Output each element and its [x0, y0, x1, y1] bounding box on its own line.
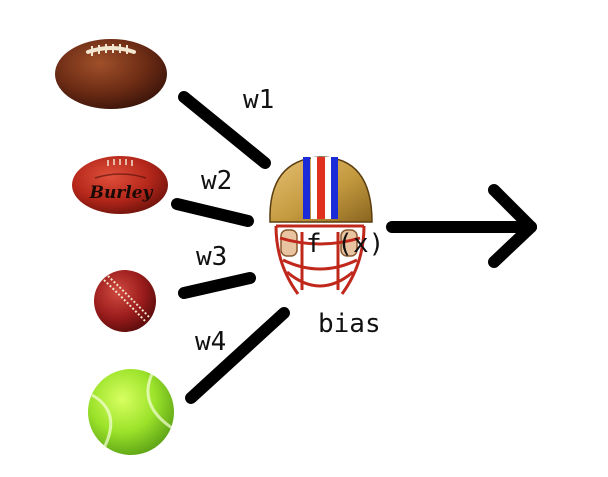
- weight-line-w4: [185, 307, 290, 404]
- aussie-ball-brand-text: Burley: [89, 183, 154, 203]
- aussie-rules-football-icon: Burley: [72, 156, 168, 214]
- arrow-right-icon: [386, 184, 537, 268]
- neuron-function-label: f (x): [306, 229, 384, 259]
- cricket-ball-icon: [94, 270, 156, 332]
- weight-label-w2: w2: [201, 166, 232, 196]
- weight-line-w3: [178, 272, 256, 299]
- weight-line-w2: [171, 198, 254, 227]
- weight-label-w3: w3: [196, 242, 227, 272]
- weight-label-w4: w4: [195, 327, 226, 357]
- american-football-icon: [55, 39, 167, 109]
- football-helmet-icon: [269, 156, 373, 295]
- weight-line-w1: [178, 91, 271, 169]
- tennis-ball-icon: [88, 369, 174, 455]
- weight-label-w1: w1: [243, 85, 274, 115]
- bias-label: bias: [318, 309, 381, 339]
